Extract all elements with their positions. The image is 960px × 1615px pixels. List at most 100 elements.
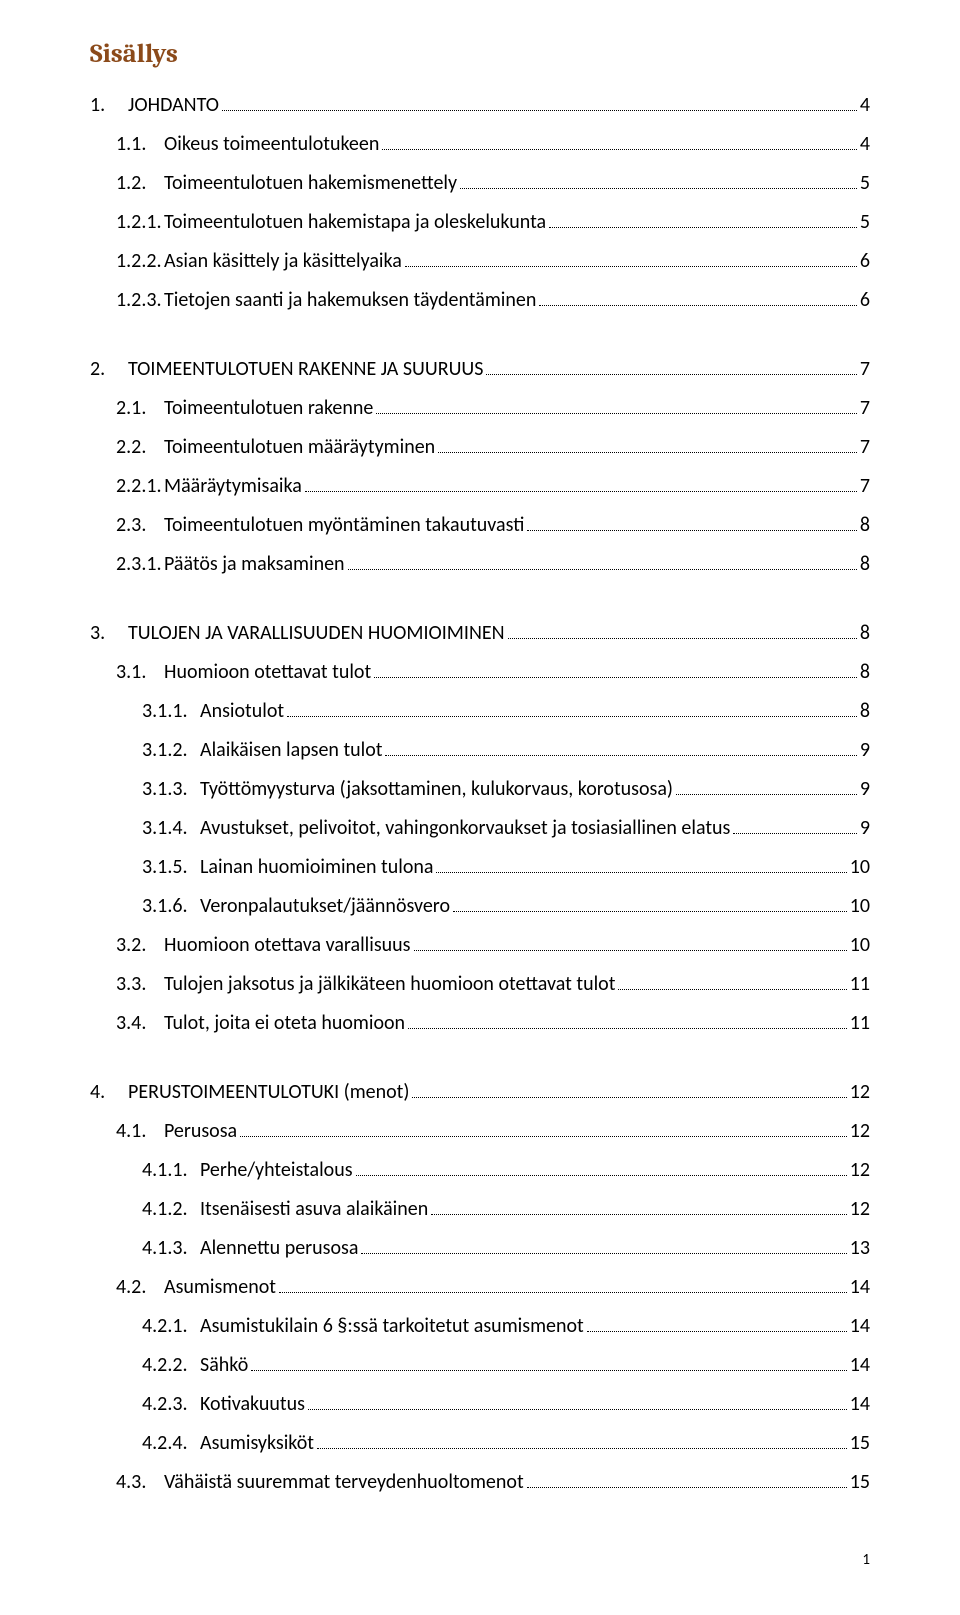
toc-entry[interactable]: 3.1.3.Työttömyysturva (jaksottaminen, ku… <box>90 770 870 809</box>
toc-entry[interactable]: 4.2.Asumismenot14 <box>90 1268 870 1307</box>
dot-leader <box>539 288 856 306</box>
toc-entry[interactable]: 2.3.1.Päätös ja maksaminen8 <box>90 545 870 584</box>
toc-entry-label: Huomioon otettavat tulot <box>164 653 371 692</box>
toc-entry[interactable]: 3.1.5.Lainan huomioiminen tulona10 <box>90 848 870 887</box>
dot-leader <box>527 1470 847 1488</box>
toc-entry[interactable]: 3.1.2.Alaikäisen lapsen tulot9 <box>90 731 870 770</box>
toc-entry-number: 3.2. <box>116 926 164 965</box>
toc-entry[interactable]: 3.3.Tulojen jaksotus ja jälkikäteen huom… <box>90 965 870 1004</box>
dot-leader <box>222 93 857 111</box>
toc-entry-page: 12 <box>850 1151 870 1190</box>
toc-entry-label: Toimeentulotuen hakemistapa ja oleskeluk… <box>164 203 546 242</box>
toc-entry[interactable]: 2.3.Toimeentulotuen myöntäminen takautuv… <box>90 506 870 545</box>
dot-leader <box>438 435 857 453</box>
toc-entry-label: PERUSTOIMEENTULOTUKI (menot) <box>128 1073 409 1112</box>
section-gap <box>90 1043 870 1073</box>
toc-entry[interactable]: 3.4.Tulot, joita ei oteta huomioon11 <box>90 1004 870 1043</box>
toc-entry-number: 4.1.3. <box>142 1229 200 1268</box>
toc-entry-label: Asumisyksiköt <box>200 1424 314 1463</box>
dot-leader <box>431 1197 847 1215</box>
toc-entry-page: 14 <box>850 1307 870 1346</box>
toc-entry[interactable]: 3.TULOJEN JA VARALLISUUDEN HUOMIOIMINEN8 <box>90 614 870 653</box>
toc-entry[interactable]: 1.JOHDANTO4 <box>90 86 870 125</box>
toc-entry[interactable]: 3.2.Huomioon otettava varallisuus10 <box>90 926 870 965</box>
toc-entry-page: 12 <box>850 1190 870 1229</box>
toc-entry-label: Päätös ja maksaminen <box>164 545 345 584</box>
toc-entry-label: Vähäistä suuremmat terveydenhuoltomenot <box>164 1463 524 1502</box>
toc-entry[interactable]: 2.1.Toimeentulotuen rakenne7 <box>90 389 870 428</box>
toc-entry[interactable]: 3.1.Huomioon otettavat tulot8 <box>90 653 870 692</box>
toc-entry[interactable]: 4.2.2.Sähkö14 <box>90 1346 870 1385</box>
dot-leader <box>317 1431 847 1449</box>
toc-entry[interactable]: 3.1.4.Avustukset, pelivoitot, vahingonko… <box>90 809 870 848</box>
toc-entry[interactable]: 4.1.1.Perhe/yhteistalous 12 <box>90 1151 870 1190</box>
toc-entry[interactable]: 4.1.3.Alennettu perusosa13 <box>90 1229 870 1268</box>
toc-entry-label: Määräytymisaika <box>164 467 302 506</box>
toc-entry-number: 2. <box>90 350 128 389</box>
dot-leader <box>414 933 847 951</box>
toc-entry-page: 7 <box>860 389 870 428</box>
toc-entry[interactable]: 1.2.3.Tietojen saanti ja hakemuksen täyd… <box>90 281 870 320</box>
toc-entry-number: 1. <box>90 86 128 125</box>
toc-entry[interactable]: 4.1.Perusosa12 <box>90 1112 870 1151</box>
toc-entry-label: Asumistukilain 6 §:ssä tarkoitetut asumi… <box>200 1307 584 1346</box>
toc-entry-number: 4.2.2. <box>142 1346 200 1385</box>
toc-entry-page: 15 <box>850 1463 870 1502</box>
toc-entry-label: Työttömyysturva (jaksottaminen, kulukorv… <box>200 770 673 809</box>
dot-leader <box>308 1392 847 1410</box>
toc-entry-label: Perhe/yhteistalous <box>200 1151 353 1190</box>
dot-leader <box>279 1275 847 1293</box>
toc-entry-page: 11 <box>850 1004 870 1043</box>
toc-entry-label: JOHDANTO <box>128 86 219 125</box>
toc-entry-number: 3.1.6. <box>142 887 200 926</box>
toc-entry[interactable]: 4.2.1.Asumistukilain 6 §:ssä tarkoitetut… <box>90 1307 870 1346</box>
toc-entry[interactable]: 2.2.Toimeentulotuen määräytyminen7 <box>90 428 870 467</box>
toc-entry-label: Asian käsittely ja käsittelyaika <box>164 242 402 281</box>
toc-entry-number: 4.1.2. <box>142 1190 200 1229</box>
dot-leader <box>374 660 857 678</box>
toc-entry-label: Ansiotulot <box>200 692 284 731</box>
dot-leader <box>385 738 856 756</box>
section-gap <box>90 584 870 614</box>
toc-entry[interactable]: 4.3.Vähäistä suuremmat terveydenhuoltome… <box>90 1463 870 1502</box>
toc-entry[interactable]: 1.1.Oikeus toimeentulotukeen 4 <box>90 125 870 164</box>
toc-entry-number: 3. <box>90 614 128 653</box>
toc-entry-number: 2.2.1. <box>116 467 164 506</box>
toc-entry[interactable]: 4.1.2.Itsenäisesti asuva alaikäinen12 <box>90 1190 870 1229</box>
toc-entry-page: 8 <box>860 653 870 692</box>
toc-entry-number: 1.1. <box>116 125 164 164</box>
toc-entry-number: 2.3. <box>116 506 164 545</box>
toc-entry[interactable]: 1.2.2.Asian käsittely ja käsittelyaika6 <box>90 242 870 281</box>
toc-entry-label: Perusosa <box>164 1112 237 1151</box>
toc-entry-label: Tulojen jaksotus ja jälkikäteen huomioon… <box>164 965 615 1004</box>
dot-leader <box>361 1236 846 1254</box>
toc-entry-page: 4 <box>860 125 870 164</box>
toc-entry-page: 11 <box>850 965 870 1004</box>
toc-entry-page: 6 <box>860 242 870 281</box>
dot-leader <box>405 249 857 267</box>
toc-entry-number: 4.1.1. <box>142 1151 200 1190</box>
toc-entry[interactable]: 4.2.4.Asumisyksiköt15 <box>90 1424 870 1463</box>
toc-entry[interactable]: 1.2.1.Toimeentulotuen hakemistapa ja ole… <box>90 203 870 242</box>
toc-entry-page: 9 <box>860 809 870 848</box>
dot-leader <box>251 1353 846 1371</box>
toc-entry-number: 4.2.3. <box>142 1385 200 1424</box>
toc-entry[interactable]: 2.2.1.Määräytymisaika7 <box>90 467 870 506</box>
dot-leader <box>348 552 857 570</box>
toc-entry-label: Asumismenot <box>164 1268 276 1307</box>
toc-entry[interactable]: 3.1.6.Veronpalautukset/jäännösvero10 <box>90 887 870 926</box>
toc-entry-label: Alennettu perusosa <box>200 1229 358 1268</box>
toc-entry-label: TOIMEENTULOTUEN RAKENNE JA SUURUUS <box>128 350 483 389</box>
toc-entry[interactable]: 1.2.Toimeentulotuen hakemismenettely5 <box>90 164 870 203</box>
toc-entry[interactable]: 2.TOIMEENTULOTUEN RAKENNE JA SUURUUS7 <box>90 350 870 389</box>
dot-leader <box>376 396 857 414</box>
toc-entry[interactable]: 4.PERUSTOIMEENTULOTUKI (menot)12 <box>90 1073 870 1112</box>
toc-entry-page: 5 <box>860 203 870 242</box>
toc-entry-number: 2.2. <box>116 428 164 467</box>
toc-entry[interactable]: 4.2.3.Kotivakuutus14 <box>90 1385 870 1424</box>
toc-entry[interactable]: 3.1.1.Ansiotulot8 <box>90 692 870 731</box>
dot-leader <box>382 132 857 150</box>
toc-entry-label: Oikeus toimeentulotukeen <box>164 125 379 164</box>
toc-entry-label: Avustukset, pelivoitot, vahingonkorvauks… <box>200 809 730 848</box>
toc-entry-number: 1.2.3. <box>116 281 164 320</box>
